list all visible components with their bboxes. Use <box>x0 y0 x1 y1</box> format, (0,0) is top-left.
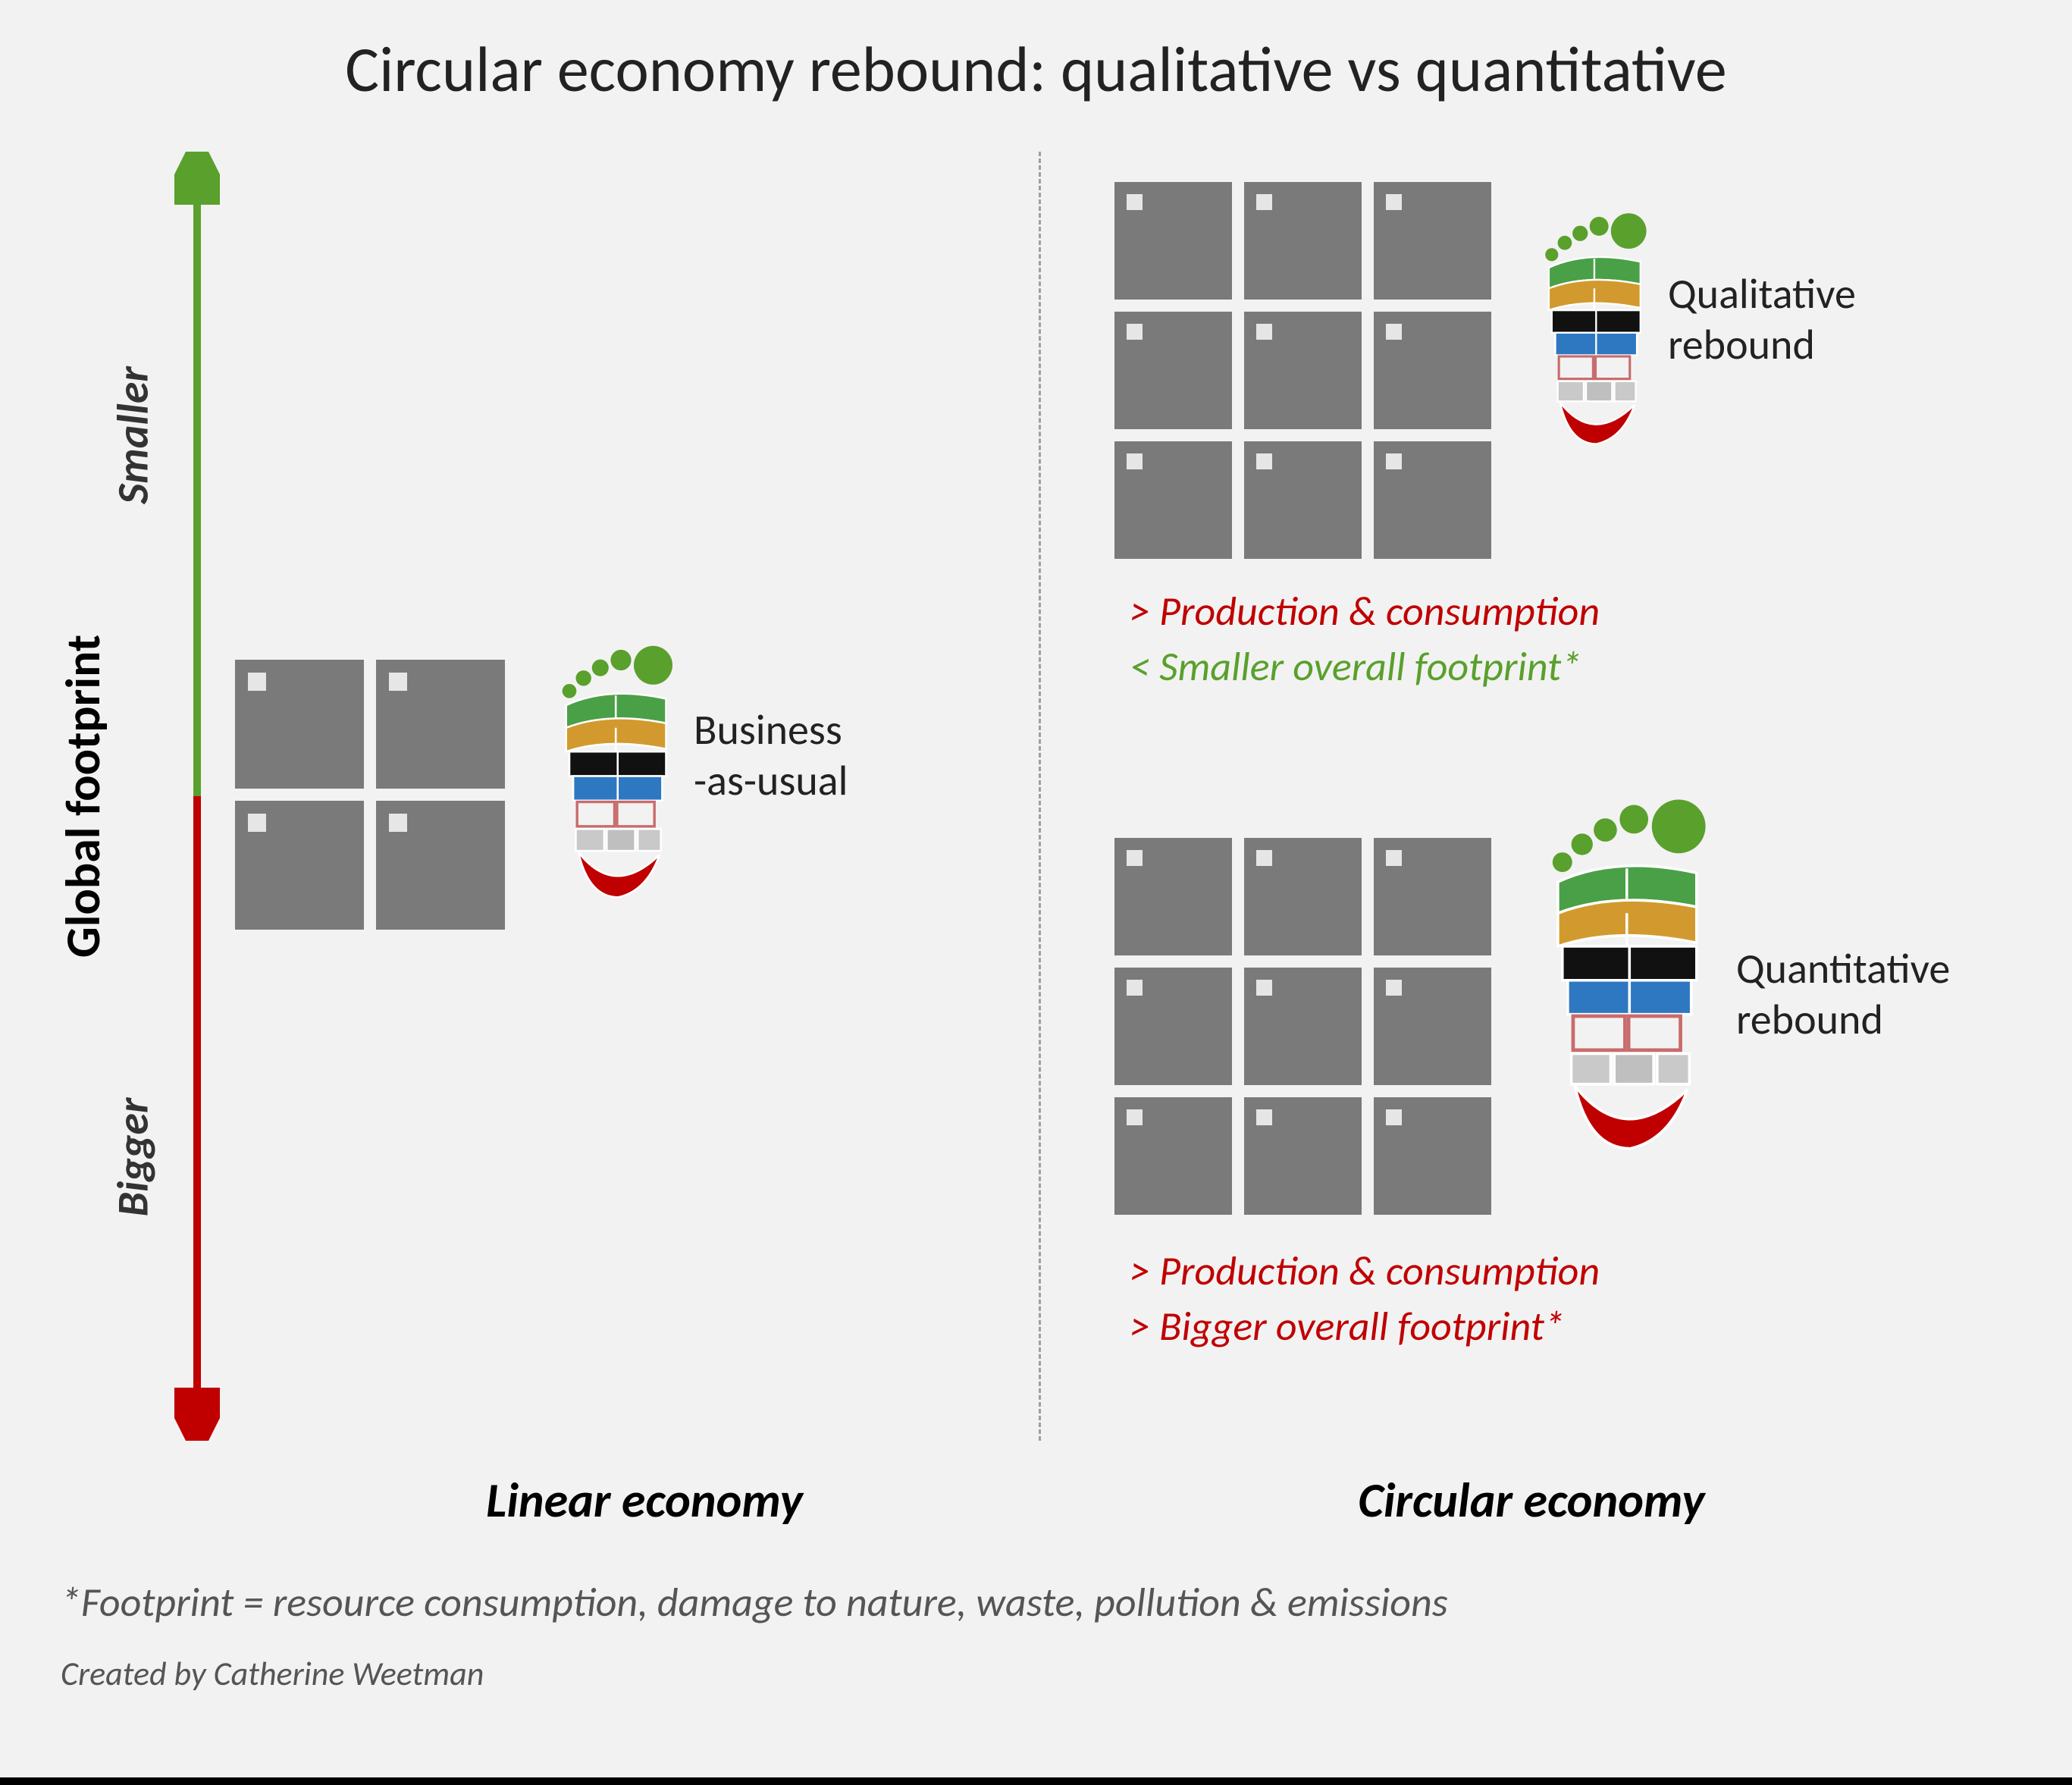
y-axis-arrows-icon <box>174 152 220 1441</box>
grid-cell <box>376 660 505 789</box>
grid-cell <box>1114 182 1232 300</box>
grid-cell <box>1114 838 1232 955</box>
bau-box-grid <box>235 660 505 930</box>
quantitative-footprint-icon <box>1509 792 1723 1172</box>
grid-cell <box>1244 312 1362 429</box>
diagram-canvas: Circular economy rebound: qualitative vs… <box>0 0 2072 1785</box>
bau-label-line1: Business <box>694 704 842 756</box>
grid-cell <box>1244 968 1362 1085</box>
qualitative-footprint-icon <box>1516 209 1658 461</box>
quantitative-label-line2: rebound <box>1736 994 1883 1046</box>
quantitative-label-line1: Quantitative <box>1736 943 1950 995</box>
grid-cell <box>235 801 364 930</box>
grid-cell <box>1114 441 1232 559</box>
quantitative-annotation-line1: > Production & consumption <box>1130 1244 1600 1299</box>
bau-label: Business -as-usual <box>694 705 848 807</box>
grid-cell <box>1114 312 1232 429</box>
qualitative-annotation-line1: > Production & consumption <box>1130 584 1600 639</box>
grid-cell <box>1374 838 1491 955</box>
y-axis-bigger: Bigger <box>106 1098 160 1217</box>
qualitative-annotation-line2: < Smaller overall footprint* <box>1130 639 1600 695</box>
quantitative-annotation: > Production & consumption > Bigger over… <box>1130 1244 1600 1354</box>
grid-cell <box>1244 1097 1362 1215</box>
grid-cell <box>1374 182 1491 300</box>
grid-cell <box>1244 441 1362 559</box>
x-axis-linear: Linear economy <box>265 1471 1023 1530</box>
grid-cell <box>1114 1097 1232 1215</box>
quantitative-annotation-line2: > Bigger overall footprint* <box>1130 1299 1600 1354</box>
grid-cell <box>1244 838 1362 955</box>
grid-cell <box>1374 1097 1491 1215</box>
qualitative-label: Qualitative rebound <box>1668 269 1856 371</box>
qualitative-box-grid <box>1114 182 1491 559</box>
page-title: Circular economy rebound: qualitative vs… <box>104 30 1969 108</box>
credit: Created by Catherine Weetman <box>61 1653 484 1694</box>
quantitative-box-grid <box>1114 838 1491 1215</box>
bottom-border <box>0 1777 2072 1785</box>
grid-cell <box>1114 968 1232 1085</box>
grid-cell <box>1374 312 1491 429</box>
grid-cell <box>1374 441 1491 559</box>
grid-cell <box>376 801 505 930</box>
grid-cell <box>235 660 364 789</box>
vertical-divider <box>1039 152 1041 1441</box>
bau-footprint-icon <box>531 641 685 915</box>
footnote: *Footprint = resource consumption, damag… <box>61 1577 1448 1627</box>
qualitative-label-line2: rebound <box>1668 319 1815 371</box>
bau-label-line2: -as-usual <box>694 755 848 807</box>
qualitative-annotation: > Production & consumption < Smaller ove… <box>1130 584 1600 695</box>
qualitative-label-line1: Qualitative <box>1668 268 1856 320</box>
grid-cell <box>1244 182 1362 300</box>
grid-cell <box>1374 968 1491 1085</box>
x-axis-circular: Circular economy <box>1077 1471 1986 1530</box>
y-axis-label: Global footprint <box>54 635 113 958</box>
quantitative-label: Quantitative rebound <box>1736 944 1950 1046</box>
y-axis-smaller: Smaller <box>106 366 160 504</box>
